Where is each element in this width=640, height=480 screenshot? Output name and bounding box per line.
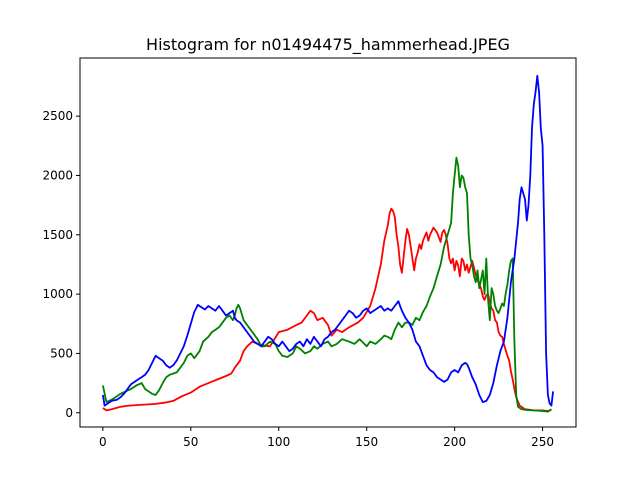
x-axis: 0 50 100 150 200 250 (99, 427, 554, 449)
series-line-1 (102, 207, 552, 412)
x-tick-label: 100 (267, 435, 290, 449)
x-tick-label: 250 (531, 435, 554, 449)
plot-area (102, 74, 554, 413)
x-tick-label: 150 (355, 435, 378, 449)
series-line-2 (102, 156, 552, 413)
y-tick-label: 2000 (42, 168, 73, 182)
y-tick-label: 2500 (42, 109, 73, 123)
y-tick-label: 500 (50, 346, 73, 360)
y-tick-label: 1500 (42, 228, 73, 242)
x-tick-label: 200 (443, 435, 466, 449)
x-tick-label: 0 (99, 435, 107, 449)
series-line-3 (102, 74, 554, 407)
y-tick-label: 1000 (42, 287, 73, 301)
y-axis: 0 500 1000 1500 2000 2500 (42, 109, 80, 420)
x-tick-label: 50 (183, 435, 198, 449)
plot-frame (79, 57, 577, 428)
chart-title: Histogram for n01494475_hammerhead.JPEG (146, 35, 510, 55)
y-tick-label: 0 (65, 406, 73, 420)
